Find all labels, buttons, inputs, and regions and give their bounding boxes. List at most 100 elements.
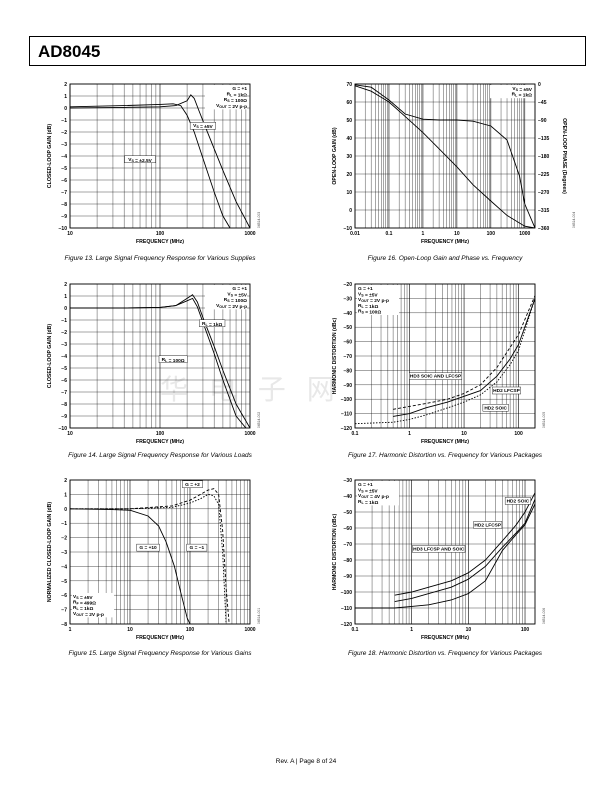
y-tick-label: −80 [344, 558, 353, 564]
y-tick-label: −4 [61, 354, 67, 360]
x-tick-label: 1 [410, 627, 413, 633]
y-tick-label: 0 [64, 106, 67, 112]
svg-text:HD3 SOIC AND LFCSP: HD3 SOIC AND LFCSP [410, 374, 462, 380]
y-tick-label: −100 [341, 397, 352, 403]
y-tick-label: 40 [346, 136, 352, 142]
figure-code: 04514-002 [257, 412, 261, 428]
x-tick-label: 1000 [244, 627, 255, 633]
figure-caption: Figure 17. Harmonic Distortion vs. Frequ… [347, 452, 543, 459]
chart-fig18: −30 −40 −50 −60 −70 −80 −90 −100 −110 −120 0.1 1 10 1… [305, 472, 575, 670]
plot-frame [69, 479, 251, 625]
condition-text: RS = 100Ω [358, 308, 381, 315]
y-tick-label: 2 [64, 82, 67, 88]
figure-caption: Figure 14. Large Signal Frequency Respon… [68, 452, 252, 459]
y-tick-label: −50 [344, 510, 353, 516]
series-line [355, 503, 535, 609]
y-tick-label: −10 [344, 226, 353, 232]
y-tick-label: −8 [61, 622, 67, 628]
series-line [394, 492, 535, 596]
svg-text:G = +10: G = +10 [139, 545, 157, 551]
y-tick-label: −110 [341, 606, 352, 612]
condition-text: VOUT = 2V p-p [73, 611, 104, 618]
plot-frame [69, 83, 251, 229]
x-tick-label: 1000 [244, 231, 255, 237]
y2-tick-label: −180 [538, 154, 549, 160]
x-tick-label: 100 [487, 231, 496, 237]
x-tick-label: 1 [408, 431, 411, 437]
annotation-label: HD2 SOIC [504, 497, 531, 505]
x-tick-label: 1 [422, 231, 425, 237]
figure-caption: Figure 15. Large Signal Frequency Respon… [68, 650, 252, 657]
y2-axis-label: OPEN-LOOP PHASE (Degrees) [561, 118, 567, 194]
x-tick-label: 100 [156, 431, 165, 437]
y2-tick-label: −360 [538, 226, 549, 232]
annotation-label: VS = ±5V [189, 122, 216, 130]
figure-code: 04514-006 [542, 608, 546, 624]
figure-caption: Figure 16. Open-Loop Gain and Phase vs. … [367, 255, 523, 262]
y-tick-label: 30 [346, 154, 352, 160]
y-tick-label: −7 [61, 190, 67, 196]
x-tick-label: 1000 [244, 431, 255, 437]
x-tick-label: 1000 [519, 231, 530, 237]
plot-frame [354, 479, 536, 625]
x-axis-label: FREQUENCY (MHz) [136, 239, 184, 245]
y-tick-label: −10 [59, 226, 68, 232]
condition-text: RL = 1kΩ [227, 92, 247, 99]
y-tick-label: −2 [61, 330, 67, 336]
page-footer: Rev. A | Page 8 of 24 [275, 758, 337, 765]
annotation-label: G = +2 [182, 480, 203, 488]
y2-tick-label: −315 [538, 208, 549, 214]
gridlines [354, 83, 536, 229]
annotation-label: G = −1 [186, 543, 208, 552]
y-axis-label: HARMONIC DISTORTION (dBc) [332, 513, 338, 590]
y2-tick-label: −270 [538, 190, 549, 196]
condition-text: RS = 100Ω [224, 297, 247, 304]
svg-text:RL = 100Ω: RL = 100Ω [162, 357, 185, 364]
y-tick-label: −60 [344, 526, 353, 532]
figure-code: 04514-003 [257, 212, 261, 228]
y-tick-label: −3 [61, 342, 67, 348]
plot-frame [354, 283, 536, 429]
y-axis-label: NORMALIZED CLOSED-LOOP GAIN (dB) [47, 502, 53, 602]
annotation-label: RL = 1kΩ [199, 319, 226, 328]
condition-text: RF = 499Ω [73, 600, 96, 607]
svg-text:VS = ±5V: VS = ±5V [193, 123, 213, 130]
y-tick-label: 60 [346, 100, 352, 106]
condition-text: VOUT = 2V p-p [358, 297, 389, 304]
figure-code: 04514-005 [542, 412, 546, 428]
condition-text: G = +1 [232, 286, 247, 292]
y-tick-label: 1 [64, 492, 67, 498]
y-tick-label: −7 [61, 390, 67, 396]
y-tick-label: −10 [59, 426, 68, 432]
annotation-label: G = +10 [136, 543, 160, 552]
series-line [70, 488, 230, 624]
y-tick-label: −110 [341, 412, 352, 418]
y-tick-label: −6 [61, 178, 67, 184]
chart-fig14: 2 1 0 −1 −2 −3 −4 −5 −6 −7 −8 −9 −10 10 100 1000 FREQUEN… [20, 276, 290, 474]
chart-fig13: 2 1 0 −1 −2 −3 −4 −5 −6 −7 −8 −9 −10 10 100 1000 FREQUEN… [20, 76, 290, 274]
x-axis-label: FREQUENCY (MHz) [421, 439, 469, 445]
condition-text: RL = 1kΩ [512, 92, 532, 99]
x-tick-label: 10 [67, 431, 73, 437]
x-axis-label: FREQUENCY (MHz) [421, 635, 469, 641]
series-line [70, 297, 247, 428]
y-tick-label: −6 [61, 593, 67, 599]
plot-frame [354, 83, 536, 229]
part-number: AD8045 [38, 42, 101, 61]
x-tick-label: 1 [69, 627, 72, 633]
chart-fig15: 2 1 0 −1 −2 −3 −4 −5 −6 −7 −8 1 10 100 1000 FREQUENCY (… [20, 472, 290, 670]
series-line [70, 493, 227, 624]
y-tick-label: 0 [64, 507, 67, 513]
y-tick-label: −5 [61, 579, 67, 585]
x-tick-label: 0.01 [350, 231, 360, 237]
figure-caption: Figure 18. Harmonic Distortion vs. Frequ… [347, 650, 543, 657]
chart-svg: 706050403020100−100−45−90−135−180−225−27… [332, 82, 575, 245]
y-axis-label: CLOSED-LOOP GAIN (dB) [47, 324, 53, 388]
condition-text: VS = ±5V [227, 292, 247, 299]
y-tick-label: −120 [341, 622, 352, 628]
